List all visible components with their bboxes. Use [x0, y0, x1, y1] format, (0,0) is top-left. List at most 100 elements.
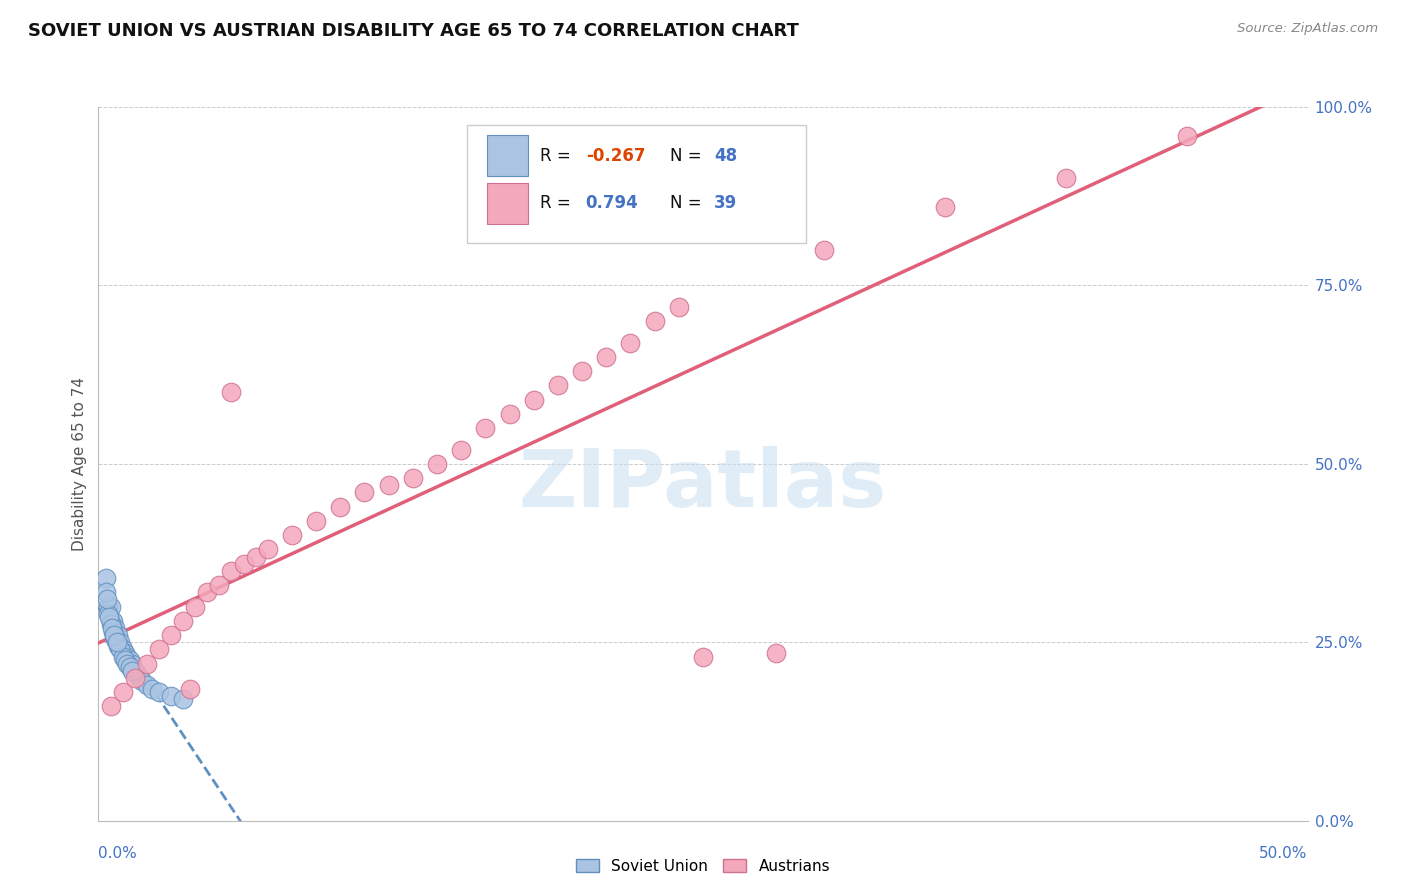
- FancyBboxPatch shape: [467, 125, 806, 243]
- Point: [426, 457, 449, 471]
- Point: [101, 621, 124, 635]
- Point: [668, 300, 690, 314]
- FancyBboxPatch shape: [486, 136, 527, 176]
- Point: [121, 664, 143, 678]
- Point: [127, 667, 149, 681]
- Point: [232, 557, 254, 571]
- Text: 50.0%: 50.0%: [1260, 846, 1308, 861]
- Point: [353, 485, 375, 500]
- Point: [474, 421, 496, 435]
- Point: [160, 628, 183, 642]
- Point: [121, 657, 143, 671]
- Point: [108, 635, 131, 649]
- Point: [107, 628, 129, 642]
- Point: [135, 657, 157, 671]
- Text: N =: N =: [671, 194, 707, 212]
- Point: [765, 646, 787, 660]
- Point: [256, 542, 278, 557]
- Point: [813, 243, 835, 257]
- Point: [97, 607, 120, 621]
- Point: [1054, 171, 1077, 186]
- Y-axis label: Disability Age 65 to 74: Disability Age 65 to 74: [72, 376, 87, 551]
- Point: [128, 671, 150, 685]
- Point: [94, 585, 117, 599]
- Point: [148, 685, 170, 699]
- Point: [195, 585, 218, 599]
- Point: [121, 660, 143, 674]
- Point: [135, 678, 157, 692]
- Point: [117, 649, 139, 664]
- Point: [100, 621, 122, 635]
- Point: [118, 657, 141, 671]
- Point: [644, 314, 666, 328]
- Point: [498, 407, 520, 421]
- Point: [172, 614, 194, 628]
- Text: ZIPatlas: ZIPatlas: [519, 446, 887, 524]
- Text: 48: 48: [714, 146, 737, 164]
- Point: [118, 653, 141, 667]
- Point: [104, 632, 127, 646]
- Point: [179, 681, 201, 696]
- Point: [107, 635, 129, 649]
- Text: 0.0%: 0.0%: [98, 846, 138, 861]
- Point: [101, 624, 124, 639]
- Point: [114, 653, 136, 667]
- Text: -0.267: -0.267: [586, 146, 645, 164]
- Point: [1175, 128, 1198, 143]
- Point: [245, 549, 267, 564]
- Point: [124, 664, 146, 678]
- Point: [172, 692, 194, 706]
- Point: [117, 653, 139, 667]
- Text: SOVIET UNION VS AUSTRIAN DISABILITY AGE 65 TO 74 CORRELATION CHART: SOVIET UNION VS AUSTRIAN DISABILITY AGE …: [28, 22, 799, 40]
- Point: [208, 578, 231, 592]
- Point: [450, 442, 472, 457]
- Point: [221, 385, 243, 400]
- Point: [595, 350, 617, 364]
- Point: [402, 471, 425, 485]
- Text: R =: R =: [540, 146, 576, 164]
- Point: [104, 628, 127, 642]
- Point: [94, 571, 117, 585]
- Point: [100, 614, 122, 628]
- Point: [97, 599, 120, 614]
- Point: [107, 639, 129, 653]
- Point: [547, 378, 569, 392]
- Point: [281, 528, 304, 542]
- Point: [111, 646, 134, 660]
- Point: [377, 478, 399, 492]
- Point: [619, 335, 641, 350]
- Point: [692, 649, 714, 664]
- Point: [305, 514, 328, 528]
- Point: [117, 657, 139, 671]
- Legend: Soviet Union, Austrians: Soviet Union, Austrians: [569, 853, 837, 880]
- Point: [118, 660, 141, 674]
- Point: [124, 671, 146, 685]
- Point: [100, 617, 122, 632]
- Point: [148, 642, 170, 657]
- Point: [141, 681, 163, 696]
- Point: [98, 610, 121, 624]
- Text: R =: R =: [540, 194, 581, 212]
- Text: 0.794: 0.794: [586, 194, 638, 212]
- Point: [103, 628, 125, 642]
- Point: [108, 642, 131, 657]
- Point: [111, 685, 134, 699]
- Point: [934, 200, 956, 214]
- Point: [105, 635, 128, 649]
- Point: [96, 592, 118, 607]
- Text: 39: 39: [714, 194, 737, 212]
- Point: [523, 392, 546, 407]
- Text: Source: ZipAtlas.com: Source: ZipAtlas.com: [1237, 22, 1378, 36]
- Point: [131, 674, 153, 689]
- Point: [100, 599, 122, 614]
- Text: N =: N =: [671, 146, 707, 164]
- Point: [184, 599, 207, 614]
- Point: [160, 689, 183, 703]
- Point: [114, 649, 136, 664]
- Point: [111, 649, 134, 664]
- Point: [108, 639, 131, 653]
- Point: [114, 646, 136, 660]
- Point: [329, 500, 352, 514]
- Point: [221, 564, 243, 578]
- Point: [571, 364, 593, 378]
